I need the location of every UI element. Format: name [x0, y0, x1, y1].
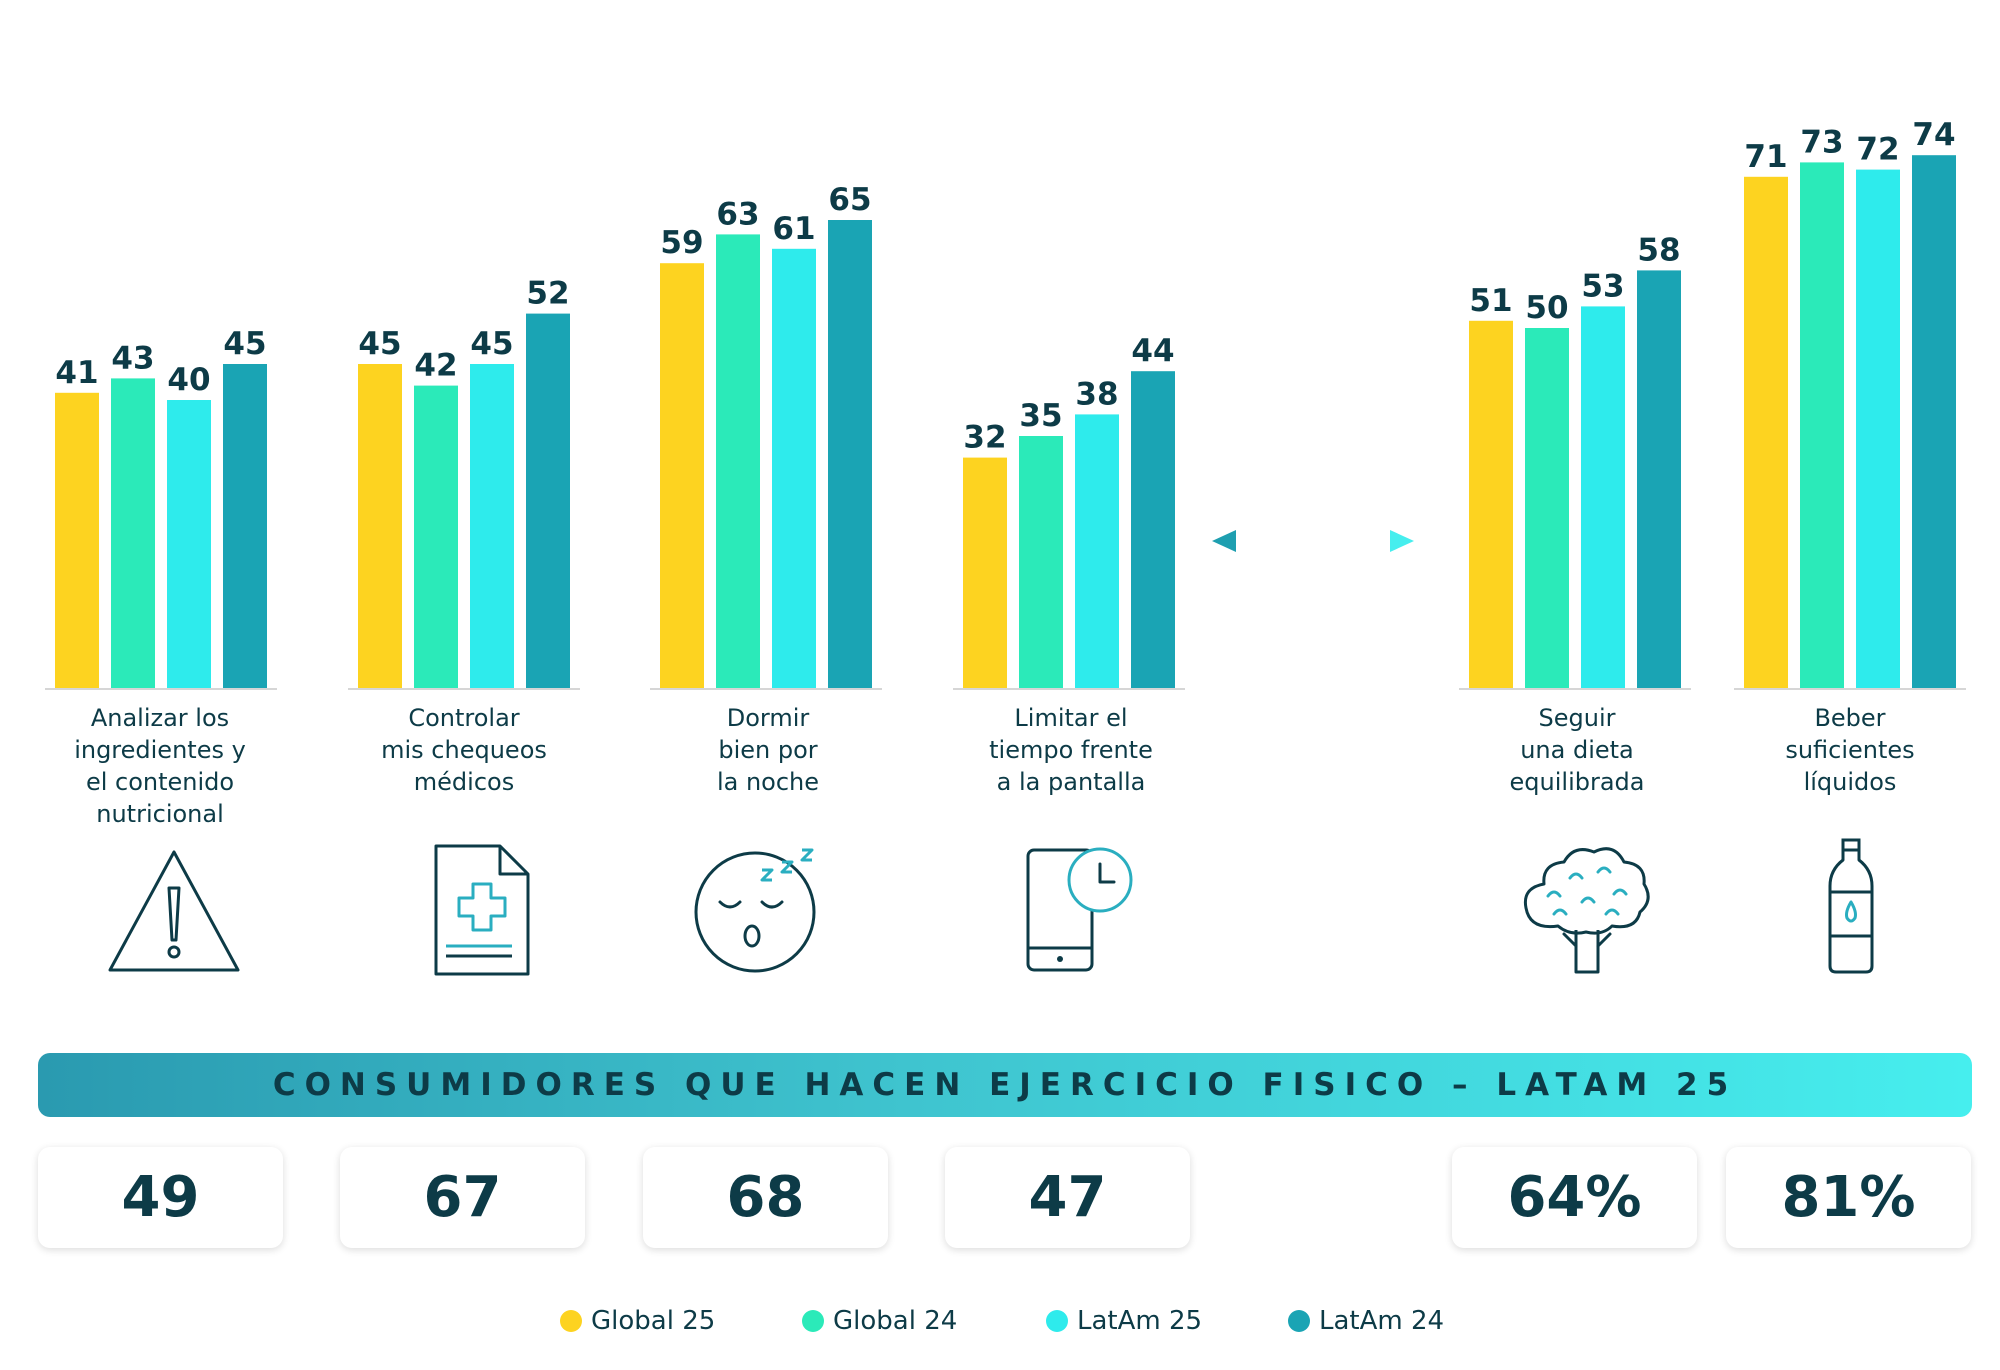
legend-swatch — [1046, 1310, 1068, 1332]
bar — [1131, 371, 1175, 688]
exercise-banner: CONSUMIDORES QUE HACEN EJERCICIO FISICO … — [38, 1053, 1972, 1117]
exercise-stat-limitar: 47 — [945, 1147, 1190, 1248]
bar-value-label: 73 — [1800, 124, 1843, 160]
bar — [1469, 320, 1513, 688]
bar — [660, 263, 704, 688]
bar-value-label: 38 — [1075, 376, 1118, 412]
exercise-stat-liquidos: 81% — [1726, 1147, 1971, 1248]
bar-value-label: 45 — [358, 326, 401, 362]
bar-value-label: 63 — [716, 196, 759, 232]
legend-item-latam-25: LatAm 25 — [1046, 1306, 1202, 1336]
legend-label: LatAm 25 — [1077, 1306, 1203, 1336]
legend-item-global-25: Global 25 — [560, 1306, 715, 1336]
bar — [526, 313, 570, 688]
bar-value-label: 45 — [223, 326, 266, 362]
legend-item-global-24: Global 24 — [802, 1306, 957, 1336]
bar-value-label: 59 — [660, 225, 703, 261]
category-label-analizar: Analizar los ingredientes y el contenido… — [74, 704, 246, 828]
bar — [111, 378, 155, 688]
legend-swatch — [560, 1310, 582, 1332]
double-arrow-icon — [1212, 530, 1414, 552]
exercise-stat-analizar: 49 — [38, 1147, 283, 1248]
exercise-stat-value: 64% — [1507, 1165, 1642, 1230]
bar — [1800, 162, 1844, 688]
exercise-stat-value: 49 — [121, 1165, 200, 1230]
bar-value-label: 43 — [111, 340, 154, 376]
bar-value-label: 51 — [1469, 283, 1512, 319]
bar — [716, 234, 760, 688]
bar-value-label: 61 — [772, 211, 815, 247]
bar-value-label: 74 — [1912, 117, 1955, 153]
exercise-stat-value: 68 — [726, 1165, 805, 1230]
category-label-dormir: Dormir bien por la noche — [716, 704, 820, 796]
bar-value-label: 71 — [1744, 139, 1787, 175]
bar — [167, 400, 211, 688]
sleeping-face-icon — [694, 848, 816, 973]
exercise-stat-value: 47 — [1028, 1165, 1107, 1230]
water-bottle-icon — [1828, 838, 1874, 974]
bar — [1637, 270, 1681, 688]
legend-label: LatAm 24 — [1319, 1306, 1445, 1336]
bar-value-label: 72 — [1856, 132, 1899, 168]
category-label-liquidos: Beber suficientes líquidos — [1785, 704, 1915, 796]
banner-title: CONSUMIDORES QUE HACEN EJERCICIO FISICO … — [272, 1067, 1738, 1103]
bar — [1525, 328, 1569, 688]
broccoli-icon — [1523, 847, 1650, 974]
bar-value-label: 65 — [828, 182, 871, 218]
legend-swatch — [802, 1310, 824, 1332]
bar-value-label: 45 — [470, 326, 513, 362]
bar — [470, 364, 514, 688]
bar — [772, 248, 816, 689]
legend-item-latam-24: LatAm 24 — [1288, 1306, 1444, 1336]
bar — [1019, 436, 1063, 688]
bar — [1581, 306, 1625, 688]
bar — [1856, 169, 1900, 689]
bar — [55, 392, 99, 688]
exercise-stat-value: 67 — [423, 1165, 502, 1230]
legend-label: Global 24 — [833, 1306, 958, 1336]
bar — [963, 457, 1007, 688]
bar — [828, 220, 872, 688]
medical-document-icon — [434, 844, 530, 976]
category-label-limitar: Limitar el tiempo frente a la pantalla — [989, 704, 1153, 796]
bar-value-label: 41 — [55, 355, 98, 391]
bar — [414, 385, 458, 688]
bar — [1912, 155, 1956, 688]
bar — [1744, 176, 1788, 689]
exercise-stat-dormir: 68 — [643, 1147, 888, 1248]
phone-clock-icon — [1026, 847, 1133, 972]
warning-icon — [108, 850, 240, 972]
legend-label: Global 25 — [591, 1306, 716, 1336]
bar — [1075, 414, 1119, 688]
category-label-dieta: Seguir una dieta equilibrada — [1509, 704, 1645, 796]
bar-value-label: 50 — [1525, 290, 1568, 326]
bar — [358, 364, 402, 688]
bar-value-label: 44 — [1131, 333, 1174, 369]
exercise-stat-value: 81% — [1781, 1165, 1916, 1230]
bar-value-label: 42 — [414, 348, 457, 384]
exercise-stat-controlar: 67 — [340, 1147, 585, 1248]
bar-value-label: 40 — [167, 362, 210, 398]
bar-value-label: 32 — [963, 420, 1006, 456]
bar-value-label: 35 — [1019, 398, 1062, 434]
exercise-stat-dieta: 64% — [1452, 1147, 1697, 1248]
bar-value-label: 58 — [1637, 232, 1680, 268]
legend-swatch — [1288, 1310, 1310, 1332]
bar-value-label: 53 — [1581, 268, 1624, 304]
bar — [223, 364, 267, 688]
bar-value-label: 52 — [526, 276, 569, 312]
category-label-controlar: Controlar mis chequeos médicos — [381, 704, 547, 796]
chart-legend: Global 25 Global 24 LatAm 25 LatAm 24 — [0, 1306, 2000, 1346]
